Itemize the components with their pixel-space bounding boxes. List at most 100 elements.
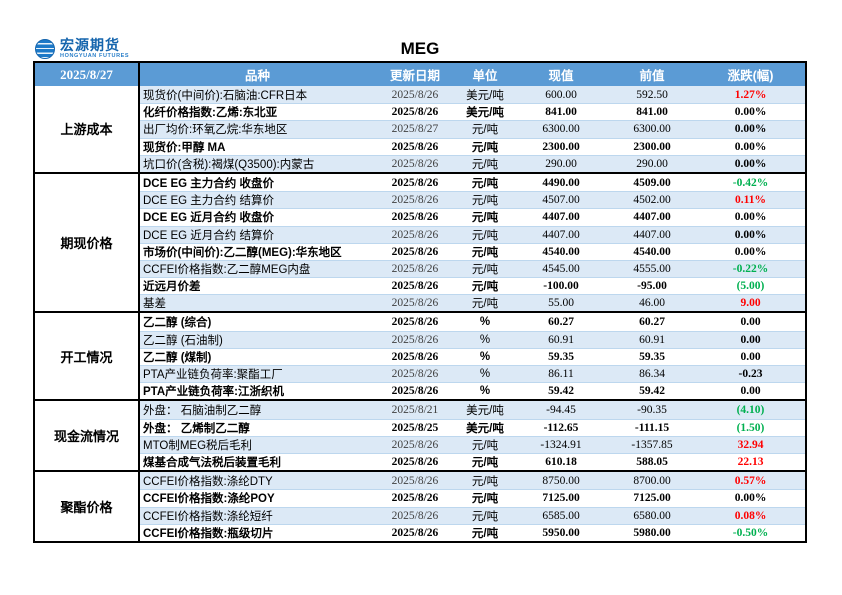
table-row: 外盘： 乙烯制乙二醇 2025/8/25 美元/吨 -112.65 -111.15 (1.… [140, 418, 805, 436]
table-row: 基差 2025/8/26 元/吨 55.00 46.00 9.00 [140, 294, 805, 312]
previous-value-cell: 290.00 [636, 157, 668, 170]
change-cell: -0.23 [738, 368, 763, 381]
current-value-cell: 4507.00 [542, 194, 580, 207]
update-date-cell: 2025/8/26 [391, 106, 439, 119]
section-rows: 乙二醇 (综合) 2025/8/26% 60.27 60.27 0.00 乙二醇 (石油制… [140, 313, 805, 400]
section-label: 开工情况 [35, 313, 140, 400]
previous-value-cell: 46.00 [639, 297, 665, 310]
data-table: 2025/8/27 品种 更新日期 单位 现值 前值 涨跌(幅) 上游成本 现货价(中间价)… [33, 61, 807, 543]
current-value-cell: 290.00 [545, 157, 577, 170]
current-value-cell: 4540.00 [542, 245, 580, 258]
table-row: PTA产业链负荷率:聚酯工厂 2025/8/26% 86.11 86.34 -0.23 [140, 365, 805, 383]
current-value-cell: 4407.00 [542, 211, 580, 224]
section-label: 现金流情况 [35, 401, 140, 471]
section-2: 开工情况 乙二醇 (综合) 2025/8/26% 60.27 60.27 0.00 乙二醇 … [35, 311, 805, 400]
section-1: 期现价格 DCE EG 主力合约 收盘价 2025/8/26 元/吨 4490.00 45… [35, 171, 805, 312]
unit-cell: 美元/吨 [466, 404, 504, 417]
table-row: 化纤价格指数:乙烯:东北亚 2025/8/26 美元/吨 841.00 841.00 0.… [140, 103, 805, 121]
update-date-cell: 2025/8/26 [391, 297, 439, 310]
previous-value-cell: 7125.00 [633, 492, 671, 505]
change-cell: 0.00% [734, 492, 767, 505]
previous-value-cell: 4407.00 [633, 228, 671, 241]
update-date-cell: 2025/8/26 [391, 333, 439, 346]
current-value-cell: 60.27 [548, 316, 574, 329]
update-date-cell: 2025/8/26 [391, 526, 439, 539]
table-row: 坑口价(含税):褐煤(Q3500):内蒙古 2025/8/26 元/吨 290.00 2… [140, 154, 805, 172]
unit-cell: 元/吨 [471, 439, 499, 452]
variety-cell: DCE EG 近月合约 结算价 [143, 229, 274, 242]
table-row: CCFEI价格指数:涤纶短纤 2025/8/26 元/吨 6585.00 6580.00… [140, 506, 805, 524]
section-label: 上游成本 [35, 86, 140, 172]
section-rows: DCE EG 主力合约 收盘价 2025/8/26 元/吨 4490.00 4509.0… [140, 173, 805, 312]
table-row: DCE EG 主力合约 结算价 2025/8/26 元/吨 4507.00 4502.0… [140, 191, 805, 209]
previous-value-cell: 2300.00 [633, 140, 671, 153]
current-value-cell: 86.11 [548, 368, 574, 381]
variety-cell: CCFEI价格指数:涤纶短纤 [143, 510, 273, 523]
table-row: CCFEI价格指数:瓶级切片 2025/8/26 元/吨 5950.00 5980.00… [140, 523, 805, 541]
column-header-3: 现值 [548, 69, 574, 83]
change-cell: -0.42% [732, 176, 769, 189]
change-cell: (5.00) [736, 280, 765, 293]
update-date-cell: 2025/8/26 [391, 176, 439, 189]
variety-cell: CCFEI价格指数:乙二醇MEG内盘 [143, 263, 311, 276]
section-label: 聚酯价格 [35, 472, 140, 541]
table-row: 近远月价差 2025/8/26 元/吨 -100.00 -95.00 (5.00) [140, 277, 805, 295]
report-date-cell: 2025/8/27 [35, 63, 140, 86]
table-row: CCFEI价格指数:涤纶DTY 2025/8/26 元/吨 8750.00 8700.0… [140, 472, 805, 490]
previous-value-cell: 841.00 [636, 106, 668, 119]
variety-cell: CCFEI价格指数:涤纶POY [143, 493, 275, 506]
previous-value-cell: 4502.00 [633, 194, 671, 207]
table-row: DCE EG 主力合约 收盘价 2025/8/26 元/吨 4490.00 4509.0… [140, 173, 805, 192]
table-row: 出厂均价:环氧乙烷:华东地区 2025/8/27 元/吨 6300.00 6300.00… [140, 120, 805, 138]
previous-value-cell: 592.50 [636, 88, 668, 101]
change-cell: 9.00 [740, 297, 761, 310]
brand-bar: 宏源期货 HONGYUAN FUTURES MEG [33, 38, 807, 61]
table-row: 乙二醇 (煤制) 2025/8/26% 59.35 59.35 0.00 [140, 347, 805, 365]
previous-value-cell: -111.15 [634, 421, 670, 434]
variety-cell: 现货价:甲醇 MA [143, 141, 226, 154]
previous-value-cell: 4555.00 [633, 262, 671, 275]
variety-cell: 出厂均价:环氧乙烷:华东地区 [143, 124, 288, 137]
update-date-cell: 2025/8/26 [391, 140, 439, 153]
column-header-1: 更新日期 [389, 69, 440, 83]
variety-cell: DCE EG 近月合约 收盘价 [143, 212, 274, 225]
column-header-4: 前值 [639, 69, 665, 83]
update-date-cell: 2025/8/26 [391, 316, 439, 329]
previous-value-cell: 5980.00 [633, 526, 671, 539]
change-cell: (4.10) [736, 403, 765, 416]
update-date-cell: 2025/8/26 [391, 88, 439, 101]
column-header-5: 涨跌(幅) [727, 69, 774, 83]
current-value-cell: 841.00 [545, 106, 577, 119]
table-row: MTO制MEG税后毛利 2025/8/26 元/吨 -1324.91 -1357.85 3… [140, 435, 805, 453]
change-cell: (1.50) [736, 421, 765, 434]
update-date-cell: 2025/8/26 [391, 509, 439, 522]
current-value-cell: 6585.00 [542, 509, 580, 522]
change-cell: 0.00 [740, 385, 761, 398]
table-header-row: 2025/8/27 品种 更新日期 单位 现值 前值 涨跌(幅) [35, 63, 805, 86]
unit-cell: 元/吨 [471, 212, 499, 225]
unit-cell: % [479, 385, 491, 398]
variety-cell: 外盘： 石脑油制乙二醇 [143, 404, 262, 417]
table-row: 煤基合成气法税后装置毛利 2025/8/26 元/吨 610.18 588.05 22.1… [140, 452, 805, 471]
column-header-2: 单位 [472, 69, 498, 83]
table-row: DCE EG 近月合约 结算价 2025/8/26 元/吨 4407.00 4407.0… [140, 225, 805, 243]
current-value-cell: 4490.00 [542, 176, 580, 189]
previous-value-cell: 60.27 [639, 316, 665, 329]
previous-value-cell: 4407.00 [633, 211, 671, 224]
previous-value-cell: 4540.00 [633, 245, 671, 258]
update-date-cell: 2025/8/21 [391, 403, 439, 416]
previous-value-cell: 60.91 [639, 333, 665, 346]
variety-cell: 近远月价差 [143, 281, 201, 294]
logo-text: 宏源期货 HONGYUAN FUTURES [60, 38, 129, 60]
current-value-cell: 55.00 [548, 297, 574, 310]
company-name: 宏源期货 [60, 37, 120, 53]
update-date-cell: 2025/8/27 [391, 123, 439, 136]
current-value-cell: -100.00 [543, 280, 579, 293]
previous-value-cell: 59.35 [639, 350, 665, 363]
column-header-0: 品种 [244, 69, 270, 83]
table-row: 乙二醇 (石油制) 2025/8/26% 60.91 60.91 0.00 [140, 330, 805, 348]
update-date-cell: 2025/8/26 [391, 385, 439, 398]
variety-cell: 基差 [143, 298, 166, 311]
previous-value-cell: 6580.00 [633, 509, 671, 522]
section-3: 现金流情况 外盘： 石脑油制乙二醇 2025/8/21 美元/吨 -94.45 -90.3… [35, 399, 805, 471]
